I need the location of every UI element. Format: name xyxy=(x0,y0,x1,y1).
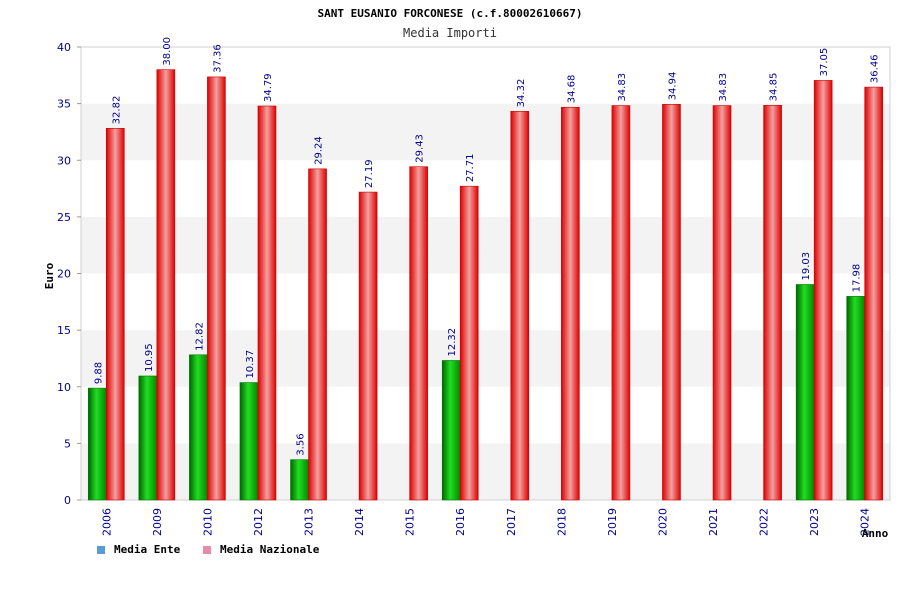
x-tick-label: 2014 xyxy=(353,508,366,536)
data-label: 34.94 xyxy=(667,72,678,101)
x-tick-label: 2019 xyxy=(606,508,619,536)
bar-media-nazionale-2022 xyxy=(763,105,782,501)
x-tick-label: 2010 xyxy=(201,508,214,536)
data-label: 34.85 xyxy=(769,73,780,102)
y-tick-label: 40 xyxy=(57,41,71,54)
x-tick-label: 2016 xyxy=(454,508,467,536)
data-label: 27.19 xyxy=(364,159,375,188)
chart-subtitle: Media Importi xyxy=(403,26,497,40)
data-label: 29.43 xyxy=(415,134,426,163)
y-tick-label: 10 xyxy=(57,381,71,394)
bars xyxy=(87,69,884,501)
x-tick-label: 2015 xyxy=(404,508,417,536)
y-tick-label: 5 xyxy=(64,437,71,450)
x-tick-label: 2013 xyxy=(303,508,316,536)
data-label: 17.98 xyxy=(852,264,863,293)
data-label: 12.82 xyxy=(194,322,205,351)
data-label: 10.95 xyxy=(144,343,155,372)
x-tick-label: 2020 xyxy=(656,508,669,536)
bar-media-nazionale-2021 xyxy=(712,105,732,501)
data-label: 29.24 xyxy=(314,136,325,165)
legend: Media Ente Media Nazionale xyxy=(97,543,320,556)
x-tick-label: 2012 xyxy=(252,508,265,536)
legend-swatch-media-nazionale xyxy=(203,546,211,554)
y-tick-label: 25 xyxy=(57,211,71,224)
data-label: 12.32 xyxy=(447,328,458,357)
bar-media-ente-2006 xyxy=(87,387,107,501)
x-tick-label: 2024 xyxy=(859,508,872,536)
legend-label-media-ente: Media Ente xyxy=(114,543,181,556)
data-label: 32.82 xyxy=(111,96,122,125)
x-tick-label: 2023 xyxy=(808,508,821,536)
x-axis-label: Anno xyxy=(862,527,889,540)
bar-media-nazionale-2018 xyxy=(561,106,580,501)
data-label: 34.83 xyxy=(718,73,729,102)
data-label: 34.32 xyxy=(516,79,527,108)
bar-media-ente-2009 xyxy=(138,375,158,501)
bar-media-nazionale-2016 xyxy=(459,185,479,501)
bar-media-nazionale-2019 xyxy=(611,105,631,501)
data-label: 10.37 xyxy=(245,350,256,379)
bar-media-ente-2023 xyxy=(795,284,815,501)
bar-media-nazionale-2017 xyxy=(510,111,530,501)
data-label: 19.03 xyxy=(801,252,812,281)
bar-media-nazionale-2012 xyxy=(257,105,277,501)
x-tick-label: 2017 xyxy=(505,508,518,536)
y-tick-label: 20 xyxy=(57,268,71,281)
bar-media-nazionale-2010 xyxy=(207,76,226,501)
bar-media-nazionale-2006 xyxy=(105,128,125,501)
data-label: 37.36 xyxy=(212,44,223,73)
bar-media-ente-2012 xyxy=(239,382,259,501)
bar-media-ente-2024 xyxy=(846,296,866,501)
x-tick-label: 2018 xyxy=(555,508,568,536)
bar-media-nazionale-2014 xyxy=(358,191,378,501)
data-label: 34.83 xyxy=(617,73,628,102)
bar-media-nazionale-2020 xyxy=(662,104,681,501)
y-axis-label: Euro xyxy=(43,262,56,289)
bar-media-nazionale-2024 xyxy=(864,86,884,501)
data-label: 36.46 xyxy=(870,54,881,83)
y-tick-label: 0 xyxy=(64,494,71,507)
data-labels: 9.88 32.82 10.95 38.00 12.82 37.36 10.37 34.79 3… xyxy=(93,37,880,456)
y-axis-ticks: 0 5 10 15 20 25 30 35 40 xyxy=(57,41,81,507)
bar-media-ente-2016 xyxy=(441,360,461,501)
x-tick-label: 2022 xyxy=(758,508,771,536)
chart-title: SANT EUSANIO FORCONESE (c.f.80002610667) xyxy=(318,7,583,20)
data-label: 38.00 xyxy=(162,37,173,66)
y-tick-label: 35 xyxy=(57,98,71,111)
bar-media-nazionale-2015 xyxy=(409,166,428,501)
data-label: 34.79 xyxy=(263,73,274,102)
y-tick-label: 30 xyxy=(57,154,71,167)
x-axis-ticks: 2006 2009 2010 2012 2013 2014 2015 2016 2017 2018… xyxy=(100,508,871,536)
x-tick-label: 2009 xyxy=(151,508,164,536)
bar-media-ente-2010 xyxy=(189,354,208,501)
data-label: 9.88 xyxy=(93,362,104,384)
bar-media-nazionale-2013 xyxy=(308,168,327,501)
bar-media-ente-2013 xyxy=(290,459,309,501)
bar-media-nazionale-2023 xyxy=(813,80,833,501)
data-label: 37.05 xyxy=(819,48,830,77)
legend-label-media-nazionale: Media Nazionale xyxy=(220,543,320,556)
x-tick-label: 2006 xyxy=(100,508,113,536)
y-tick-label: 15 xyxy=(57,324,71,337)
x-tick-label: 2021 xyxy=(707,508,720,536)
bar-media-nazionale-2009 xyxy=(156,69,176,501)
data-label: 3.56 xyxy=(296,433,307,455)
data-label: 34.68 xyxy=(566,75,577,104)
legend-swatch-media-ente xyxy=(97,546,105,554)
data-label: 27.71 xyxy=(465,154,476,183)
